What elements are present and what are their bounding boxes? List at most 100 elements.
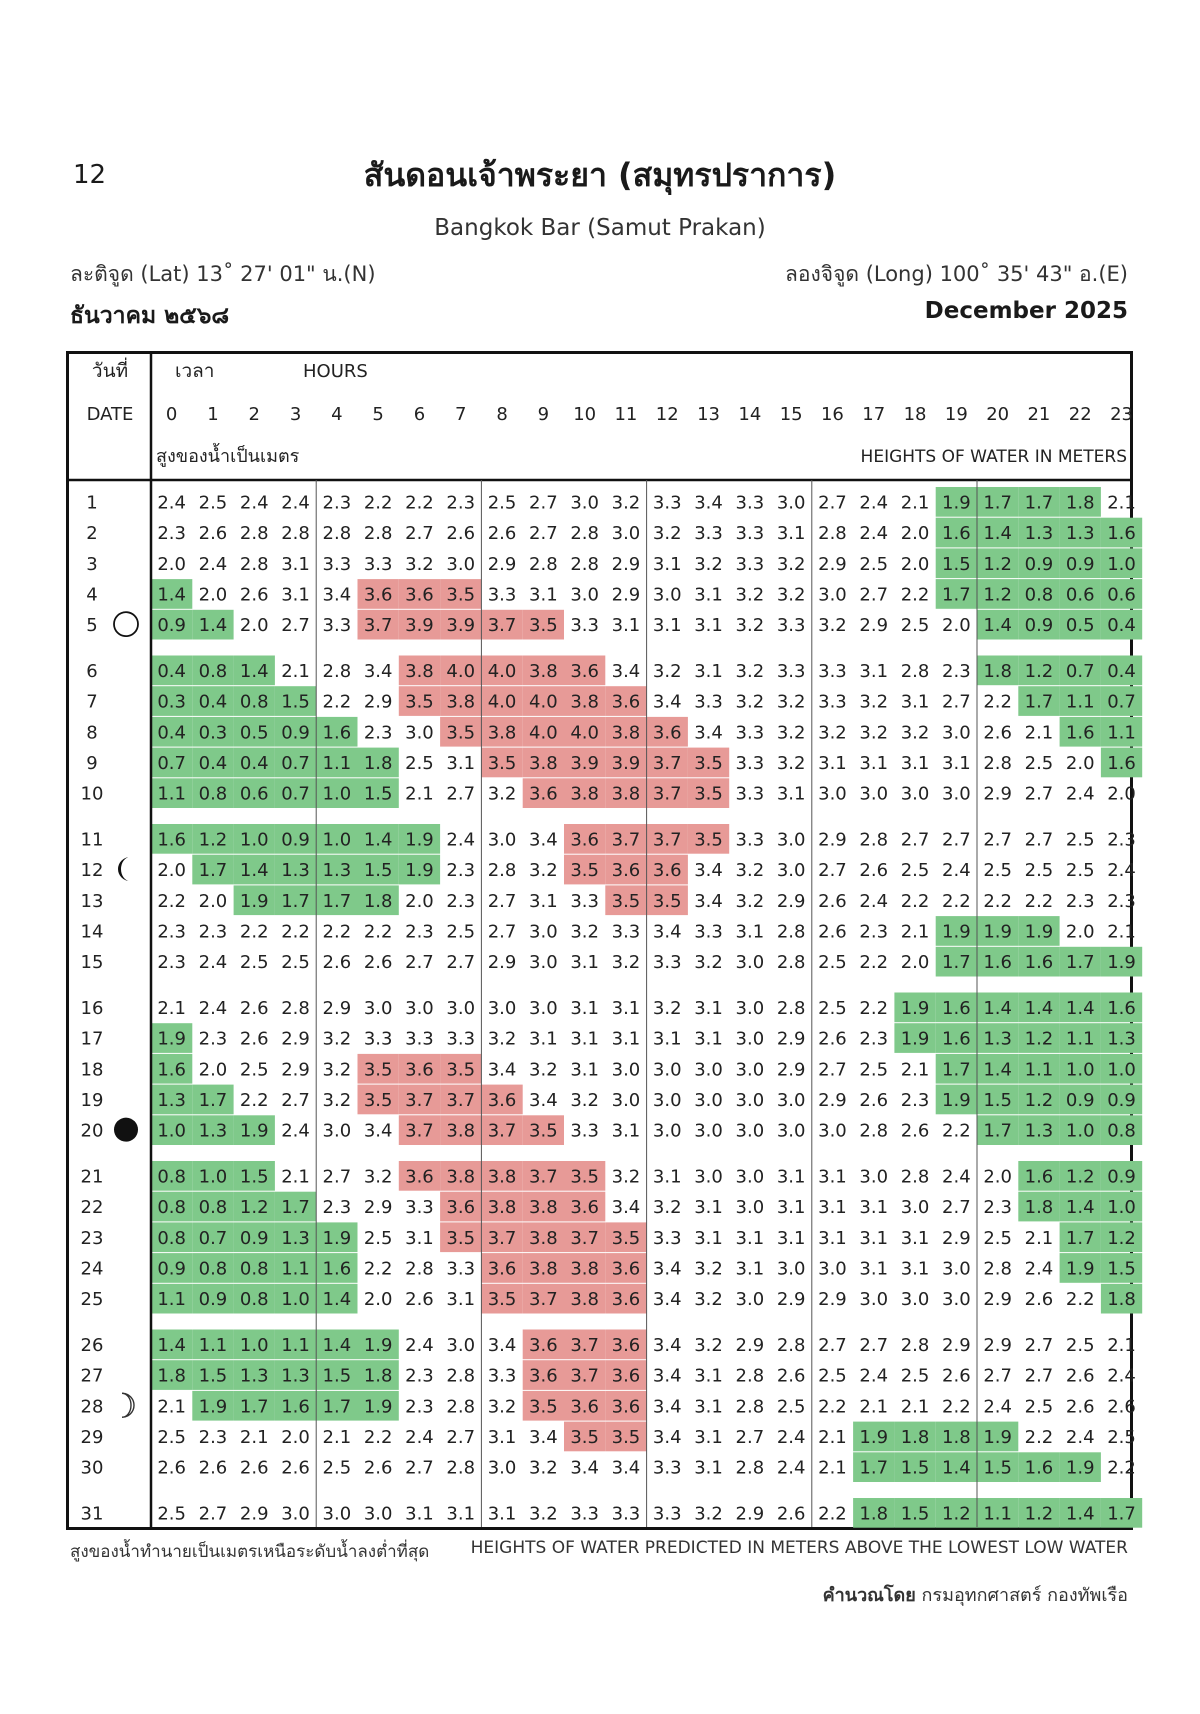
tide-height-cell: 3.7: [570, 1335, 599, 1356]
tide-height-cell: 2.8: [777, 952, 806, 973]
tide-height-cell: 3.3: [488, 1366, 517, 1387]
low-tide-highlight: [1100, 716, 1143, 747]
tide-height-cell: 2.2: [281, 921, 310, 942]
tide-height-cell: 1.9: [240, 1121, 269, 1142]
low-tide-highlight: [977, 517, 1019, 548]
tide-height-cell: 2.6: [364, 1458, 393, 1479]
tide-height-cell: 2.0: [405, 891, 434, 912]
high-tide-highlight: [481, 655, 523, 686]
tide-height-cell: 3.6: [612, 692, 641, 713]
tide-height-cell: 1.4: [240, 661, 269, 682]
tide-height-cell: 3.2: [859, 722, 888, 743]
tide-height-cell: 2.8: [323, 661, 352, 682]
low-tide-highlight: [192, 824, 234, 854]
tide-height-cell: 2.8: [777, 921, 806, 942]
high-tide-highlight: [481, 609, 523, 640]
tide-height-cell: 3.0: [736, 1289, 765, 1310]
low-tide-highlight: [316, 778, 358, 808]
high-tide-highlight: [646, 824, 688, 854]
date-header-thai: วันที่: [92, 357, 128, 382]
tide-height-cell: 2.7: [323, 1166, 352, 1187]
high-tide-highlight: [357, 609, 399, 640]
tide-height-cell: 3.2: [818, 722, 847, 743]
low-tide-highlight: [1059, 655, 1101, 686]
low-tide-highlight: [1100, 609, 1143, 640]
hour-label: 9: [538, 404, 549, 425]
tide-height-cell: 2.1: [1107, 1335, 1136, 1356]
tide-height-cell: 3.3: [488, 584, 517, 605]
tide-height-cell: 3.1: [570, 1059, 599, 1080]
tide-height-cell: 3.5: [694, 784, 723, 805]
tide-height-cell: 2.1: [157, 998, 186, 1019]
low-tide-highlight: [1100, 747, 1143, 778]
low-tide-highlight: [1100, 579, 1143, 609]
tide-height-cell: 2.2: [323, 692, 352, 713]
tide-height-cell: 3.5: [570, 1166, 599, 1187]
low-tide-highlight: [935, 1084, 977, 1115]
tide-height-cell: 2.7: [942, 692, 971, 713]
low-tide-highlight: [233, 686, 275, 716]
tide-height-cell: 3.0: [653, 1090, 682, 1111]
day-number: 15: [81, 952, 104, 973]
tide-height-cell: 2.7: [1025, 784, 1054, 805]
tide-height-cell: 0.4: [199, 753, 228, 774]
tide-height-cell: 2.9: [777, 1059, 806, 1080]
tide-height-cell: 1.2: [1025, 1029, 1054, 1050]
tide-height-cell: 2.7: [446, 784, 475, 805]
tide-height-cell: 1.4: [157, 1335, 186, 1356]
page-number: 12: [73, 160, 107, 190]
tide-height-cell: 3.5: [446, 1228, 475, 1249]
low-tide-highlight: [977, 1084, 1019, 1115]
tide-height-cell: 2.0: [364, 1289, 393, 1310]
tide-height-cell: 3.4: [323, 584, 352, 605]
hour-label: 23: [1110, 404, 1133, 425]
tide-height-cell: 1.0: [281, 1289, 310, 1310]
tide-height-cell: 1.7: [859, 1458, 888, 1479]
high-tide-highlight: [646, 747, 688, 778]
tide-height-cell: 3.6: [570, 1197, 599, 1218]
hour-label: 22: [1069, 404, 1092, 425]
tide-height-cell: 0.3: [157, 692, 186, 713]
tide-height-cell: 2.5: [157, 1427, 186, 1448]
tide-height-cell: 2.5: [488, 492, 517, 513]
tide-height-cell: 3.1: [405, 1503, 434, 1524]
tide-height-cell: 3.3: [736, 722, 765, 743]
tide-height-cell: 2.9: [942, 1335, 971, 1356]
tide-height-cell: 1.9: [983, 1427, 1012, 1448]
tide-height-cell: 3.2: [694, 1258, 723, 1279]
tide-height-cell: 3.0: [570, 492, 599, 513]
low-tide-highlight: [192, 1360, 234, 1390]
tide-height-cell: 3.4: [529, 829, 558, 850]
tide-height-cell: 1.5: [199, 1366, 228, 1387]
tide-height-cell: 3.6: [653, 860, 682, 881]
tide-height-cell: 1.9: [942, 1090, 971, 1111]
tide-height-cell: 1.7: [323, 1396, 352, 1417]
tide-height-cell: 4.0: [529, 722, 558, 743]
tide-height-cell: 2.2: [240, 1090, 269, 1111]
tide-height-cell: 3.3: [323, 554, 352, 575]
tide-height-cell: 1.6: [1066, 722, 1095, 743]
month-thai: ธันวาคม ๒๕๖๘: [70, 303, 230, 329]
day-number: 8: [86, 722, 97, 743]
tide-height-cell: 1.6: [942, 523, 971, 544]
tide-height-cell: 3.1: [612, 1029, 641, 1050]
tide-height-cell: 1.5: [983, 1090, 1012, 1111]
tide-height-cell: 1.9: [859, 1427, 888, 1448]
low-tide-highlight: [151, 1191, 193, 1222]
low-tide-highlight: [192, 778, 234, 808]
tide-height-cell: 3.7: [488, 1121, 517, 1142]
high-tide-highlight: [564, 655, 606, 686]
tide-height-cell: 1.3: [240, 1366, 269, 1387]
tide-height-cell: 3.4: [653, 921, 682, 942]
tide-height-cell: 1.7: [1066, 1228, 1095, 1249]
tide-height-cell: 2.7: [1025, 1335, 1054, 1356]
tide-height-cell: 3.3: [818, 692, 847, 713]
tide-height-cell: 2.9: [488, 952, 517, 973]
tide-height-cell: 3.6: [570, 829, 599, 850]
tide-height-cell: 3.1: [777, 1228, 806, 1249]
tide-height-cell: 1.8: [364, 1366, 393, 1387]
tide-height-cell: 0.8: [157, 1197, 186, 1218]
tide-height-cell: 3.1: [859, 661, 888, 682]
tide-height-cell: 2.8: [818, 523, 847, 544]
low-tide-highlight: [274, 778, 317, 808]
